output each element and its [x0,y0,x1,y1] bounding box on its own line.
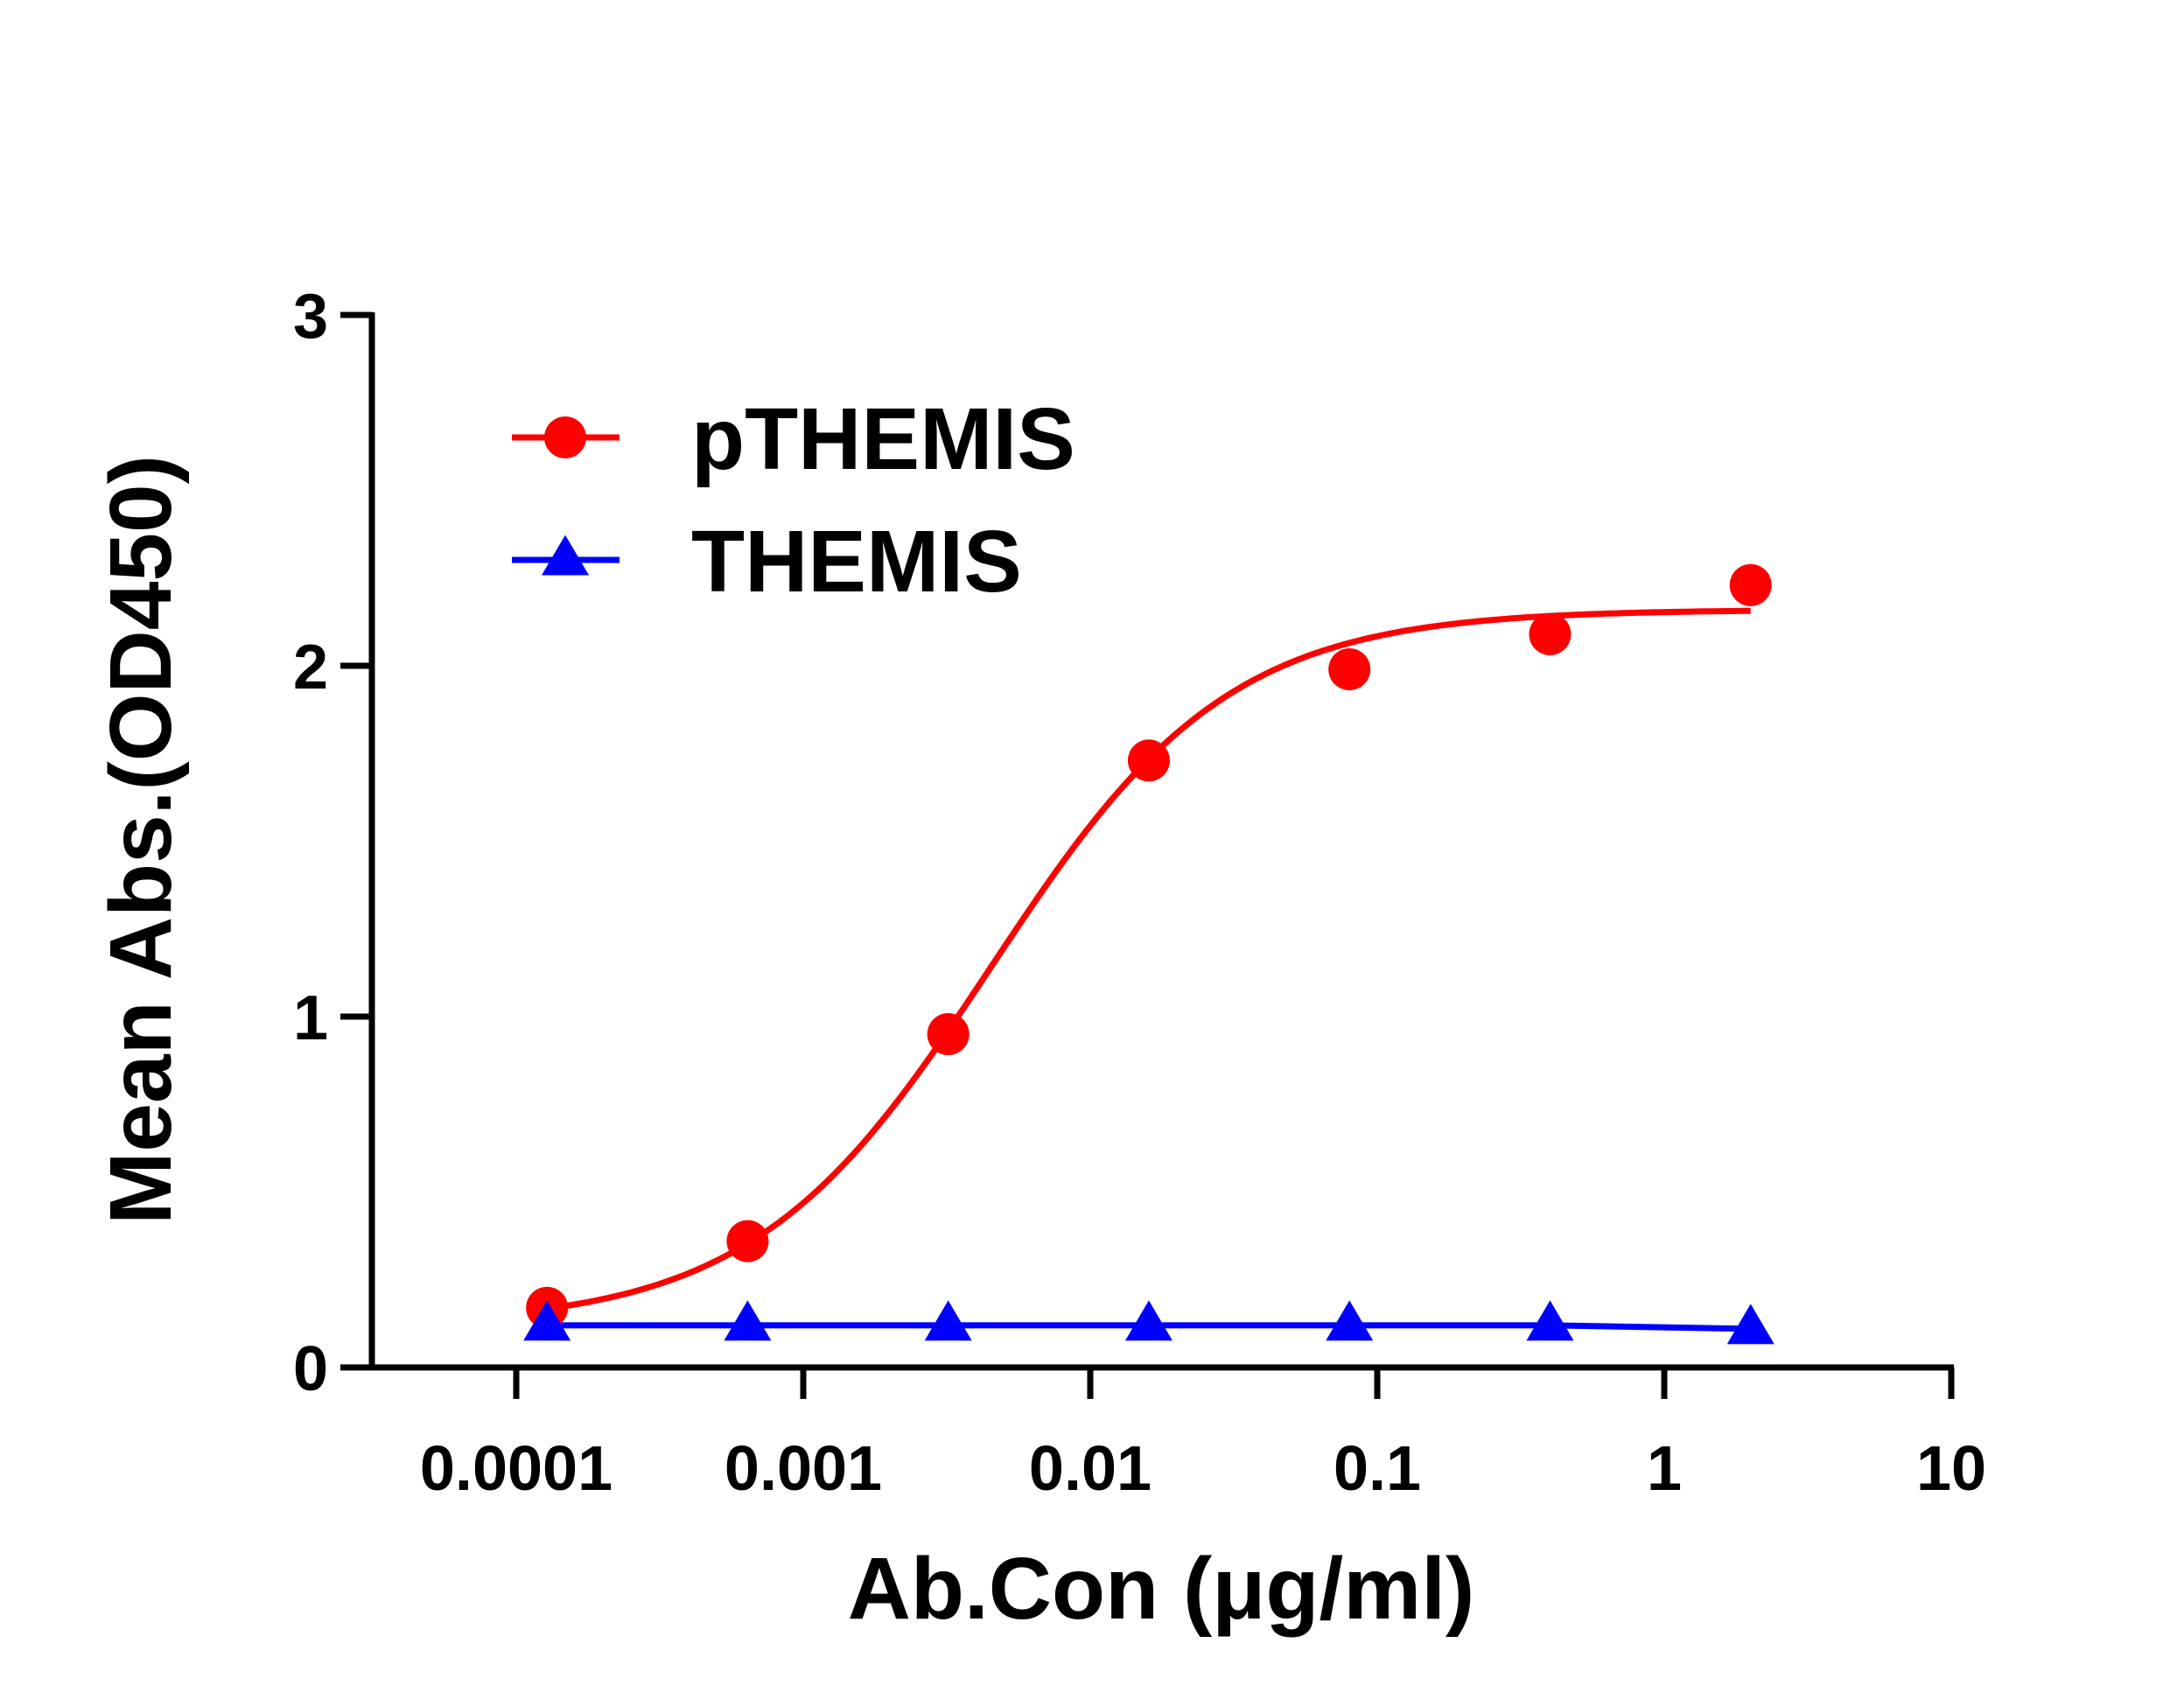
data-point-circle [1729,563,1772,606]
legend-label: THEMIS [691,513,1022,611]
y-axis-ticks: 0 1 2 3 [293,282,372,1404]
data-point-circle [1529,612,1572,655]
data-point-triangle [1326,1300,1374,1341]
legend-label: pTHEMIS [691,390,1075,488]
axes [346,312,1954,1371]
x-tick-label: 1 [1647,1434,1682,1504]
data-point-circle [726,1220,769,1262]
x-tick-label: 0.001 [724,1434,882,1504]
y-axis-title: Mean Abs.(OD450) [92,455,190,1225]
legend-marker-circle [544,416,586,458]
legend: pTHEMIS THEMIS [512,390,1075,611]
x-tick-label: 0.1 [1334,1434,1421,1504]
series-line-0 [546,607,1751,1312]
y-tick-label: 2 [293,633,328,703]
data-point-circle [1127,739,1170,782]
x-axis-title: Ab.Con (μg/ml) [848,1540,1475,1638]
data-point-triangle [1726,1304,1774,1345]
legend-marker-triangle [542,535,589,576]
data-point-triangle [924,1300,972,1341]
fit-curves [546,607,1751,1332]
data-point-circle [1328,648,1371,691]
x-tick-label: 0.01 [1029,1434,1152,1504]
y-tick-label: 3 [293,282,328,352]
y-tick-label: 0 [293,1334,328,1404]
x-tick-label: 0.0001 [420,1434,612,1504]
x-axis-ticks: 0.0001 0.001 0.01 0.1 1 10 [420,1367,1986,1504]
y-tick-label: 1 [293,983,328,1053]
data-point-triangle [724,1300,772,1341]
data-point-triangle [1124,1300,1172,1341]
data-point-circle [927,1013,970,1056]
data-point-triangle [523,1300,571,1341]
data-point-triangle [1526,1300,1574,1341]
data-markers [523,563,1774,1345]
x-tick-label: 10 [1916,1434,1986,1504]
